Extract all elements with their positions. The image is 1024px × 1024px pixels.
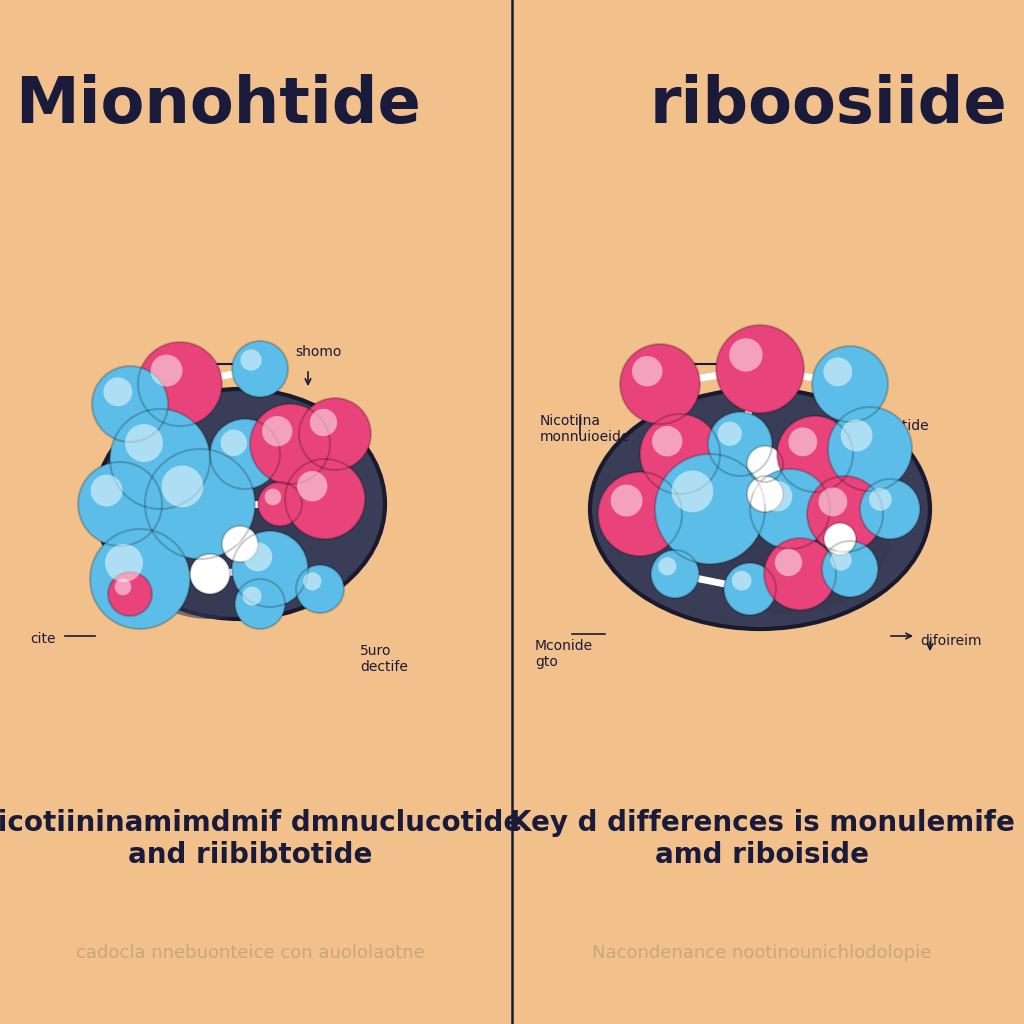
Circle shape	[162, 466, 204, 507]
Circle shape	[718, 422, 742, 445]
Circle shape	[227, 531, 241, 545]
Circle shape	[222, 526, 258, 562]
Text: Nacondenance nootinounichlodolopie: Nacondenance nootinounichlodolopie	[592, 944, 932, 962]
Text: nicotiininamimdmif dmnuclucotide
and riibibtotide: nicotiininamimdmif dmnuclucotide and rii…	[0, 809, 522, 869]
Circle shape	[788, 427, 817, 457]
Circle shape	[828, 407, 912, 490]
Ellipse shape	[690, 454, 890, 614]
Text: cite: cite	[30, 632, 55, 646]
Circle shape	[296, 565, 344, 613]
Circle shape	[250, 404, 330, 484]
Circle shape	[830, 550, 852, 570]
Circle shape	[310, 409, 337, 436]
Circle shape	[241, 349, 262, 371]
Text: Key d differences is monulemife
amd riboiside: Key d differences is monulemife amd ribo…	[510, 809, 1015, 869]
Ellipse shape	[120, 469, 300, 618]
Circle shape	[110, 409, 210, 509]
Circle shape	[658, 557, 677, 575]
Circle shape	[90, 474, 123, 507]
Circle shape	[746, 476, 783, 512]
Circle shape	[732, 570, 752, 591]
Circle shape	[753, 452, 766, 465]
Circle shape	[841, 420, 872, 452]
Circle shape	[125, 424, 163, 462]
Circle shape	[297, 471, 328, 502]
Circle shape	[232, 341, 288, 397]
Circle shape	[92, 366, 168, 442]
Circle shape	[640, 414, 720, 494]
Circle shape	[746, 446, 783, 482]
Circle shape	[264, 488, 282, 505]
Circle shape	[716, 325, 804, 413]
Circle shape	[303, 572, 322, 591]
Circle shape	[234, 579, 285, 629]
Circle shape	[620, 344, 700, 424]
Circle shape	[232, 531, 308, 607]
Circle shape	[138, 342, 222, 426]
Circle shape	[812, 346, 888, 422]
Circle shape	[651, 550, 699, 598]
Circle shape	[262, 416, 293, 446]
Circle shape	[764, 538, 836, 610]
Circle shape	[243, 587, 261, 605]
Circle shape	[105, 544, 143, 582]
Circle shape	[151, 354, 182, 386]
Circle shape	[869, 488, 892, 511]
Circle shape	[103, 378, 132, 407]
Circle shape	[777, 416, 853, 492]
Circle shape	[220, 429, 247, 456]
Circle shape	[632, 356, 663, 386]
Text: Nicotiina
monnuioeide: Nicotiina monnuioeide	[540, 414, 631, 444]
Circle shape	[115, 579, 131, 595]
Circle shape	[285, 459, 365, 539]
Circle shape	[775, 549, 802, 577]
Text: Mionohtide: Mionohtide	[15, 74, 421, 136]
Text: shomo: shomo	[295, 345, 341, 359]
Circle shape	[108, 572, 152, 616]
Circle shape	[762, 481, 793, 511]
Text: Didonstide: Didonstide	[855, 419, 930, 433]
Circle shape	[190, 554, 230, 594]
Ellipse shape	[590, 389, 930, 629]
Circle shape	[822, 541, 878, 597]
Circle shape	[652, 426, 682, 457]
Circle shape	[753, 481, 766, 495]
Text: cadocla nnebuonteice con auololaotne: cadocla nnebuonteice con auololaotne	[76, 944, 424, 962]
Text: 5uro
dectife: 5uro dectife	[360, 644, 408, 674]
Circle shape	[828, 527, 841, 540]
Circle shape	[824, 523, 856, 555]
Circle shape	[78, 462, 162, 546]
Text: difoireim: difoireim	[920, 634, 981, 648]
Text: :: :	[266, 415, 273, 433]
Circle shape	[729, 338, 763, 372]
Circle shape	[655, 454, 765, 564]
Text: riboosiide: riboosiide	[650, 74, 1008, 136]
Circle shape	[708, 412, 772, 476]
Circle shape	[299, 398, 371, 470]
Circle shape	[145, 449, 255, 559]
Circle shape	[258, 482, 302, 526]
Circle shape	[724, 563, 776, 615]
Circle shape	[90, 529, 190, 629]
Circle shape	[610, 484, 642, 516]
Circle shape	[807, 476, 883, 552]
Circle shape	[860, 479, 920, 539]
Circle shape	[750, 469, 830, 549]
Circle shape	[818, 487, 847, 516]
Ellipse shape	[95, 389, 385, 618]
Circle shape	[244, 543, 272, 571]
Circle shape	[823, 357, 852, 386]
Circle shape	[196, 560, 211, 575]
Circle shape	[672, 470, 714, 512]
Circle shape	[210, 419, 280, 489]
Text: Mconide
gto: Mconide gto	[535, 639, 593, 670]
Circle shape	[598, 472, 682, 556]
